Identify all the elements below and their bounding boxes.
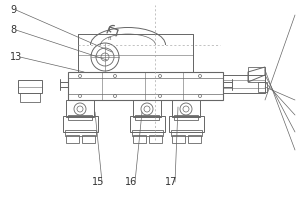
Bar bbox=[130, 116, 165, 132]
Bar bbox=[169, 116, 204, 132]
Bar bbox=[248, 67, 265, 82]
Bar bbox=[149, 135, 162, 143]
Bar bbox=[66, 135, 79, 143]
Bar bbox=[223, 75, 265, 93]
Bar bbox=[82, 135, 95, 143]
Bar bbox=[172, 135, 185, 143]
Bar bbox=[78, 34, 193, 72]
Text: 9: 9 bbox=[10, 5, 16, 15]
Bar bbox=[132, 130, 163, 136]
Bar bbox=[63, 116, 98, 132]
Text: 16: 16 bbox=[125, 177, 137, 187]
Bar bbox=[172, 100, 200, 117]
Bar bbox=[133, 135, 146, 143]
Bar bbox=[135, 115, 159, 120]
Text: 8: 8 bbox=[10, 25, 16, 35]
Bar bbox=[171, 130, 202, 136]
Bar bbox=[68, 72, 223, 100]
Bar bbox=[68, 115, 92, 120]
Bar bbox=[133, 100, 161, 117]
Text: 17: 17 bbox=[165, 177, 177, 187]
Bar bbox=[174, 115, 198, 120]
Text: 13: 13 bbox=[10, 52, 22, 62]
Bar bbox=[188, 135, 201, 143]
Text: 15: 15 bbox=[92, 177, 104, 187]
Bar bbox=[66, 100, 94, 117]
Text: π: π bbox=[107, 36, 111, 42]
Bar bbox=[65, 130, 96, 136]
